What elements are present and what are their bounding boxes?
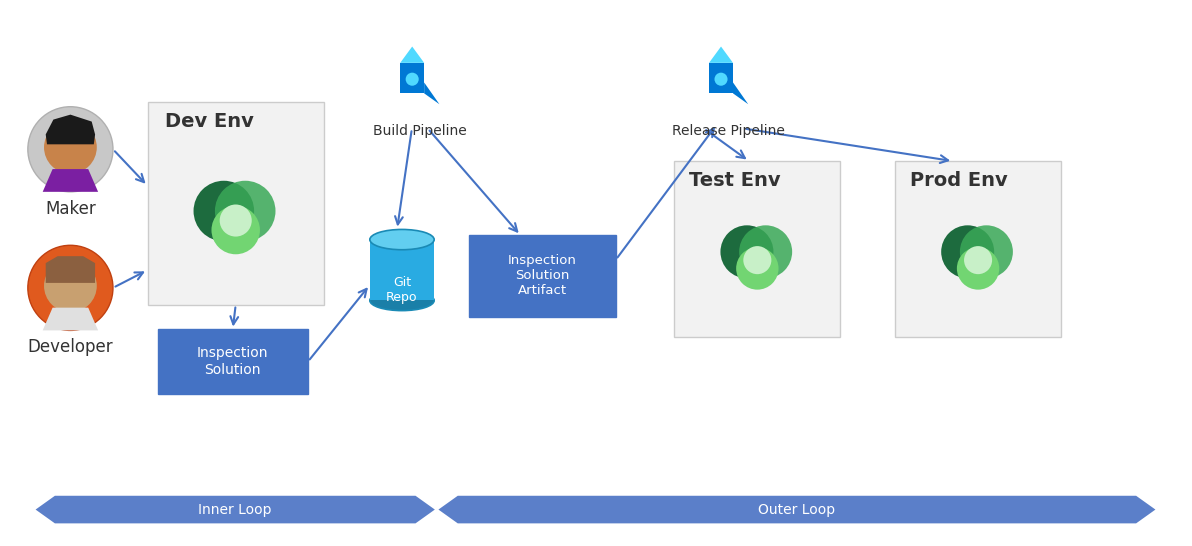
Circle shape [744, 246, 771, 274]
Bar [401, 63, 424, 93]
Polygon shape [45, 115, 95, 144]
Circle shape [405, 73, 418, 86]
Circle shape [211, 206, 260, 254]
Circle shape [27, 245, 113, 330]
Text: Test Env: Test Env [689, 171, 781, 191]
Text: Maker: Maker [45, 200, 95, 218]
Bar [370, 240, 434, 300]
Bar [895, 161, 1061, 337]
Text: Git
Repo: Git Repo [386, 276, 417, 304]
Circle shape [960, 225, 1013, 278]
Bar [157, 329, 308, 394]
Text: Outer Loop: Outer Loop [758, 502, 836, 517]
Polygon shape [436, 495, 1157, 524]
Circle shape [737, 247, 778, 289]
Polygon shape [45, 256, 95, 283]
Circle shape [720, 225, 774, 278]
Circle shape [219, 205, 252, 236]
Text: Release Pipeline: Release Pipeline [672, 124, 786, 139]
Circle shape [964, 246, 992, 274]
Circle shape [739, 225, 793, 278]
Circle shape [215, 181, 275, 241]
Text: Developer: Developer [27, 338, 113, 356]
Circle shape [942, 225, 994, 278]
Text: Inspection
Solution: Inspection Solution [197, 347, 268, 377]
Polygon shape [424, 82, 440, 104]
Bar [148, 102, 324, 305]
Ellipse shape [370, 229, 434, 250]
Circle shape [27, 106, 113, 192]
Polygon shape [33, 495, 436, 524]
Polygon shape [733, 82, 749, 104]
Circle shape [714, 73, 727, 86]
Text: Inspection
Solution
Artifact: Inspection Solution Artifact [508, 254, 577, 298]
Text: Inner Loop: Inner Loop [198, 502, 272, 517]
Polygon shape [709, 46, 733, 63]
Text: Build Pipeline: Build Pipeline [373, 124, 467, 139]
Polygon shape [43, 169, 98, 192]
Polygon shape [43, 307, 98, 330]
Ellipse shape [370, 290, 434, 311]
Text: Dev Env: Dev Env [166, 112, 254, 131]
Circle shape [44, 259, 97, 312]
Bar [709, 63, 733, 93]
Circle shape [957, 247, 999, 289]
Circle shape [44, 121, 97, 174]
Text: Prod Env: Prod Env [909, 171, 1007, 191]
Circle shape [193, 181, 254, 241]
Bar [470, 235, 616, 317]
Bar [675, 161, 840, 337]
Polygon shape [401, 46, 424, 63]
